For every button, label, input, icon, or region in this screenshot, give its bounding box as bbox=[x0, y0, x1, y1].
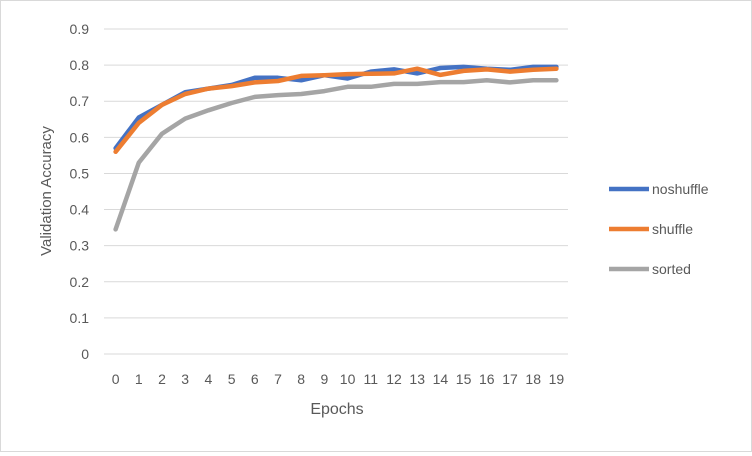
x-tick-label: 15 bbox=[456, 371, 472, 387]
x-tick-label: 13 bbox=[409, 371, 425, 387]
legend-label-shuffle: shuffle bbox=[652, 221, 693, 237]
x-tick-label: 11 bbox=[364, 371, 379, 387]
x-tick-label: 14 bbox=[433, 371, 449, 387]
y-tick-label: 0 bbox=[81, 346, 89, 362]
x-tick-label: 12 bbox=[386, 371, 402, 387]
x-tick-label: 0 bbox=[112, 371, 120, 387]
series-line-sorted bbox=[113, 78, 559, 232]
x-tick-label: 1 bbox=[135, 371, 143, 387]
y-tick-label: 0.3 bbox=[70, 238, 90, 254]
y-tick-label: 0.5 bbox=[70, 165, 90, 181]
x-axis-label: Epochs bbox=[310, 401, 363, 418]
y-axis-ticks: 0 0.1 0.2 0.3 0.4 0.5 0.6 0.7 0.8 0.9 bbox=[70, 21, 90, 362]
y-tick-label: 0.9 bbox=[70, 21, 90, 37]
x-tick-label: 18 bbox=[525, 371, 541, 387]
x-tick-label: 3 bbox=[181, 371, 189, 387]
y-tick-label: 0.8 bbox=[70, 57, 90, 73]
x-tick-label: 7 bbox=[274, 371, 282, 387]
x-tick-label: 10 bbox=[340, 371, 356, 387]
legend-label-noshuffle: noshuffle bbox=[652, 181, 709, 197]
x-tick-label: 5 bbox=[228, 371, 236, 387]
y-axis-label: Validation Accuracy bbox=[38, 126, 55, 256]
y-tick-label: 0.6 bbox=[70, 129, 90, 145]
x-tick-label: 16 bbox=[479, 371, 495, 387]
y-tick-label: 0.2 bbox=[70, 274, 90, 290]
x-tick-label: 4 bbox=[205, 371, 213, 387]
legend: noshuffle shuffle sorted bbox=[609, 181, 709, 277]
x-tick-label: 2 bbox=[158, 371, 166, 387]
x-tick-label: 8 bbox=[297, 371, 305, 387]
series-lines bbox=[113, 64, 559, 232]
series-line-shuffle bbox=[113, 66, 559, 155]
legend-label-sorted: sorted bbox=[652, 261, 691, 277]
gridlines bbox=[104, 28, 568, 355]
x-axis-ticks: 0 1 2 3 4 5 6 7 8 9 10 11 12 13 14 15 16 17 18 19 bbox=[112, 371, 565, 387]
y-tick-label: 0.7 bbox=[70, 93, 90, 109]
x-tick-label: 6 bbox=[251, 371, 259, 387]
x-tick-label: 9 bbox=[321, 371, 329, 387]
y-tick-label: 0.1 bbox=[70, 310, 90, 326]
x-tick-label: 17 bbox=[502, 371, 518, 387]
y-tick-label: 0.4 bbox=[70, 202, 90, 218]
x-tick-label: 19 bbox=[549, 371, 565, 387]
